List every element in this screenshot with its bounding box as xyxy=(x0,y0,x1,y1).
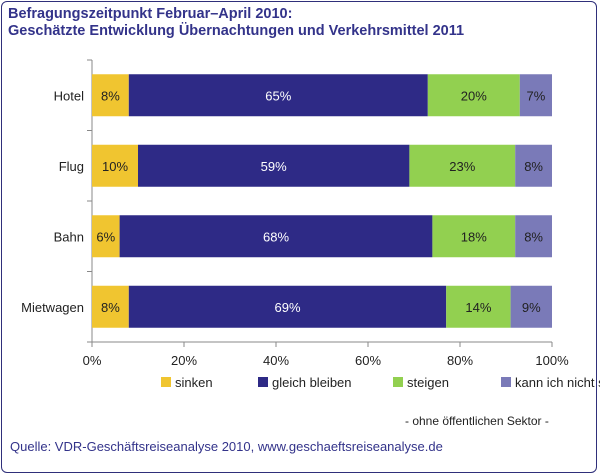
legend-label-sinken: sinken xyxy=(175,375,213,390)
data-label: 65% xyxy=(265,88,291,103)
bar-flug-kann-ich-nicht-sagen xyxy=(515,144,552,187)
legend-label-gleich-bleiben: gleich bleiben xyxy=(272,375,352,390)
legend-label-steigen: steigen xyxy=(407,375,449,390)
data-label: 6% xyxy=(96,229,115,244)
legend-swatch-gleich-bleiben xyxy=(258,377,268,387)
data-label: 10% xyxy=(102,159,128,174)
data-label: 20% xyxy=(461,88,487,103)
bar-mietwagen-gleich-bleiben xyxy=(128,285,447,328)
bar-flug-steigen xyxy=(409,144,516,187)
category-label-hotel: Hotel xyxy=(54,88,84,103)
x-tick-label: 0% xyxy=(83,353,102,368)
data-label: 18% xyxy=(461,229,487,244)
x-tick-label: 80% xyxy=(447,353,473,368)
bar-mietwagen-kann-ich-nicht-sagen xyxy=(510,285,552,328)
category-label-mietwagen: Mietwagen xyxy=(21,300,84,315)
data-label: 14% xyxy=(465,300,491,315)
category-label-bahn: Bahn xyxy=(54,229,84,244)
bar-hotel-gleich-bleiben xyxy=(128,74,428,117)
source-line: Quelle: VDR-Geschäftsreiseanalyse 2010, … xyxy=(10,439,443,454)
category-label-flug: Flug xyxy=(59,159,84,174)
data-label: 68% xyxy=(263,229,289,244)
x-tick-label: 60% xyxy=(355,353,381,368)
data-label: 8% xyxy=(101,88,120,103)
legend-swatch-kann-ich-nicht-sagen xyxy=(501,377,511,387)
footnote: - ohne öffentlichen Sektor - xyxy=(405,414,549,428)
x-tick-label: 40% xyxy=(263,353,289,368)
data-label: 7% xyxy=(527,88,546,103)
data-label: 23% xyxy=(449,159,475,174)
bar-bahn-sinken xyxy=(92,215,120,258)
bar-flug-sinken xyxy=(92,144,138,187)
bar-hotel-steigen xyxy=(427,74,520,117)
legend-swatch-steigen xyxy=(393,377,403,387)
x-tick-label: 100% xyxy=(535,353,569,368)
bar-bahn-steigen xyxy=(432,215,516,258)
bar-bahn-kann-ich-nicht-sagen xyxy=(515,215,552,258)
bar-bahn-gleich-bleiben xyxy=(119,215,433,258)
chart-title-line-2: Geschätzte Entwicklung Übernachtungen un… xyxy=(8,23,465,39)
bar-mietwagen-steigen xyxy=(446,285,511,328)
data-label: 8% xyxy=(524,159,543,174)
chart-title: Befragungszeitpunkt Februar–April 2010: … xyxy=(8,6,464,40)
bar-flug-gleich-bleiben xyxy=(138,144,410,187)
bar-mietwagen-sinken xyxy=(92,285,129,328)
legend-label-kann-ich-nicht-sagen: kann ich nicht sagen xyxy=(515,375,600,390)
data-label: 9% xyxy=(522,300,541,315)
x-tick-label: 20% xyxy=(171,353,197,368)
data-label: 59% xyxy=(261,159,287,174)
data-label: 8% xyxy=(101,300,120,315)
chart-title-line-1: Befragungszeitpunkt Februar–April 2010: xyxy=(8,6,293,22)
data-label: 69% xyxy=(274,300,300,315)
bar-hotel-sinken xyxy=(92,74,129,117)
data-label: 8% xyxy=(524,229,543,244)
legend-swatch-sinken xyxy=(161,377,171,387)
bar-hotel-kann-ich-nicht-sagen xyxy=(519,74,552,117)
